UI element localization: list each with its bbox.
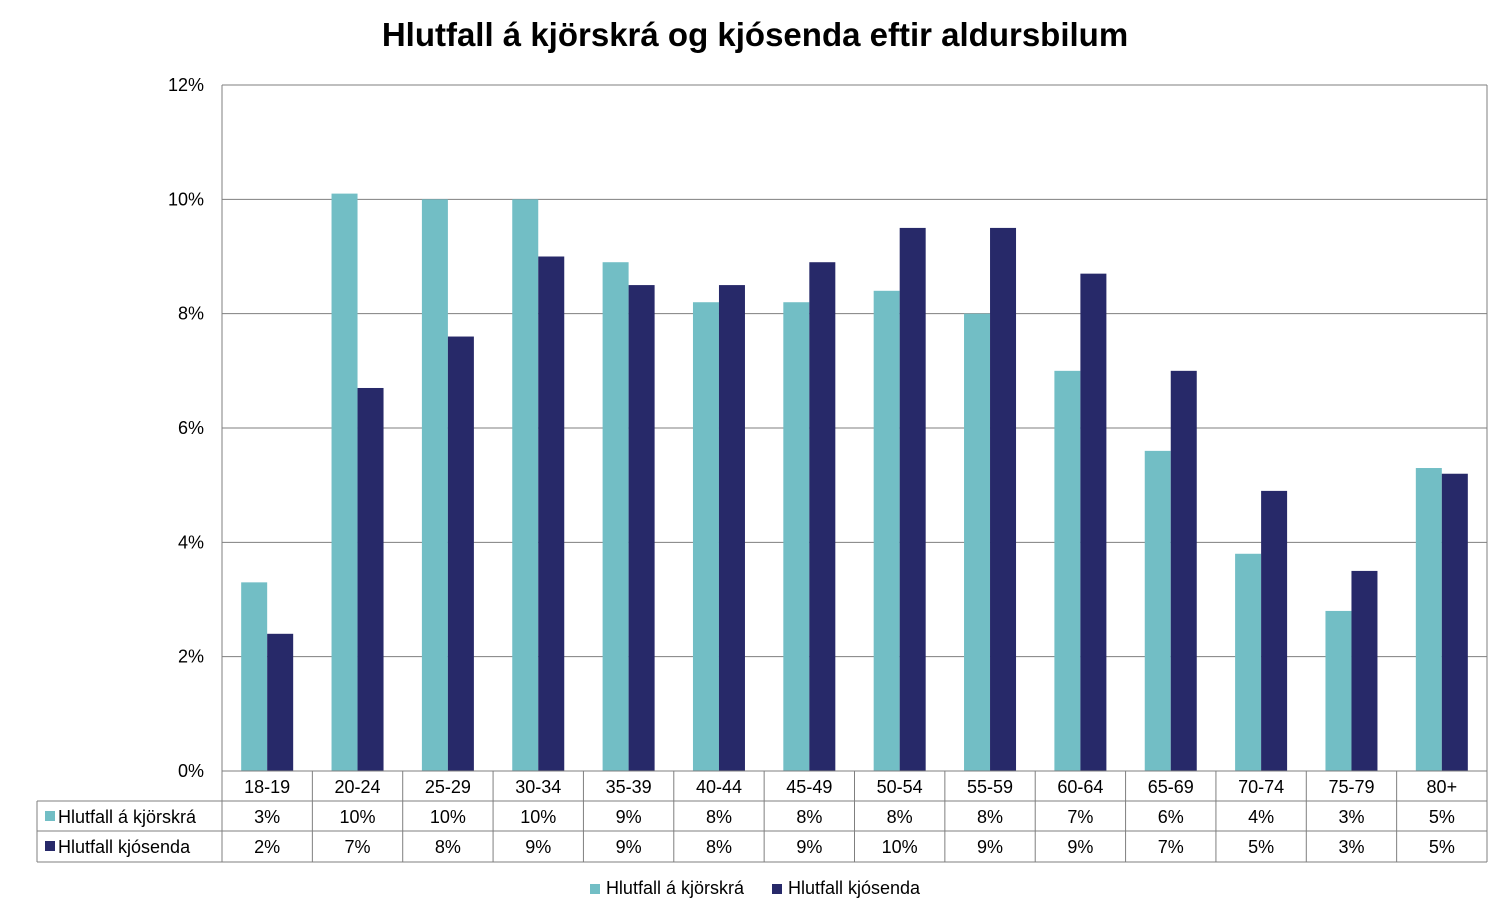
bar-voters [357,387,384,771]
x-tick-label: 50-54 [877,777,923,797]
data-label: 8% [706,837,732,857]
data-label: 7% [1158,837,1184,857]
data-label: 9% [977,837,1003,857]
y-tick-label: 6% [178,418,204,438]
data-label: 8% [887,807,913,827]
bar-voters [809,262,836,771]
bar-voters [1170,370,1197,771]
y-tick-label: 0% [178,761,204,781]
x-tick-label: 45-49 [786,777,832,797]
bar-registry [783,302,810,771]
legend-swatch-registry [589,883,600,894]
bar-registry [421,199,448,772]
data-label: 9% [525,837,551,857]
y-tick-label: 10% [168,189,204,209]
data-label: 7% [1067,807,1093,827]
x-tick-label: 35-39 [606,777,652,797]
y-tick-label: 12% [168,75,204,95]
x-tick-label: 60-64 [1057,777,1103,797]
x-tick-label: 40-44 [696,777,742,797]
bar-registry [1054,370,1081,771]
data-label: 5% [1248,837,1274,857]
bar-registry [1235,553,1262,771]
y-tick-label: 8% [178,304,204,324]
table-row-label: Hlutfall á kjörskrá [58,807,197,827]
data-label: 9% [796,837,822,857]
bar-registry [241,582,268,771]
bar-registry [602,262,629,771]
bar-voters [1351,570,1378,771]
bar-registry [1325,610,1352,771]
bar-voters [1080,273,1107,771]
bar-voters [267,633,294,771]
legend-item-registry: Hlutfall á kjörskrá [589,878,744,899]
legend-label-registry: Hlutfall á kjörskrá [605,878,744,898]
data-label: 5% [1429,807,1455,827]
data-label: 8% [435,837,461,857]
data-label: 3% [254,807,280,827]
bar-voters [990,227,1017,771]
table-swatch [45,841,55,851]
data-label: 3% [1338,807,1364,827]
y-tick-label: 2% [178,647,204,667]
table-row-label: Hlutfall kjósenda [58,837,191,857]
x-tick-label: 20-24 [335,777,381,797]
data-label: 6% [1158,807,1184,827]
chart-title: Hlutfall á kjörskrá og kjósenda eftir al… [381,16,1129,53]
bar-registry [1144,450,1171,771]
data-label: 10% [520,807,556,827]
bar-registry [331,193,358,771]
legend-item-voters: Hlutfall kjósenda [771,878,921,899]
data-label: 4% [1248,807,1274,827]
x-tick-label: 30-34 [515,777,561,797]
data-label: 9% [616,837,642,857]
data-label: 8% [977,807,1003,827]
x-tick-label: 70-74 [1238,777,1284,797]
y-tick-label: 4% [178,532,204,552]
legend-swatch-voters [771,883,782,894]
table-swatch [45,811,55,821]
data-label: 9% [616,807,642,827]
data-label: 3% [1338,837,1364,857]
bar-registry [512,199,539,772]
x-tick-label: 80+ [1427,777,1458,797]
data-label: 9% [1067,837,1093,857]
data-label: 10% [882,837,918,857]
data-label: 10% [430,807,466,827]
bar-registry [1415,468,1442,771]
bar-voters [628,285,655,771]
bar-voters [1441,473,1468,771]
x-tick-label: 18-19 [244,777,290,797]
bar-registry [873,290,900,771]
data-label: 7% [345,837,371,857]
bar-voters [447,336,474,771]
data-label: 5% [1429,837,1455,857]
bar-registry [692,302,719,771]
x-tick-label: 55-59 [967,777,1013,797]
legend-label-voters: Hlutfall kjósenda [787,878,921,898]
data-label: 8% [706,807,732,827]
bar-registry [964,313,991,771]
data-label: 10% [340,807,376,827]
x-tick-label: 75-79 [1328,777,1374,797]
legend: Hlutfall á kjörskrá Hlutfall kjósenda [0,878,1510,899]
data-label: 2% [254,837,280,857]
x-tick-label: 65-69 [1148,777,1194,797]
bar-voters [538,256,565,771]
bar-voters [718,285,745,771]
data-label: 8% [796,807,822,827]
x-tick-label: 25-29 [425,777,471,797]
bar-voters [899,227,926,771]
bar-voters [1261,490,1288,771]
